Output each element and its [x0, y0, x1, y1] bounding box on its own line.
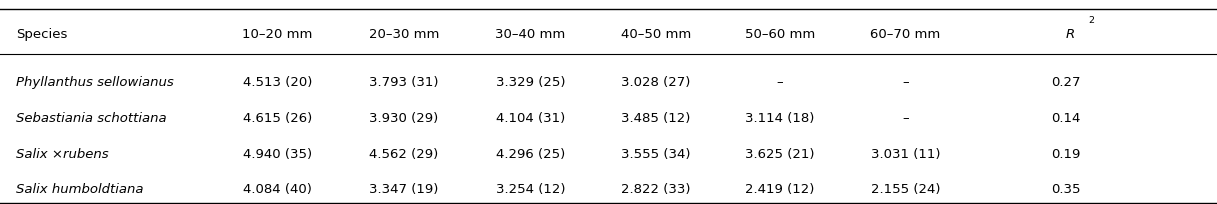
Text: 30–40 mm: 30–40 mm	[495, 28, 566, 41]
Text: 3.114 (18): 3.114 (18)	[745, 112, 815, 125]
Text: –: –	[776, 76, 784, 89]
Text: 2.822 (33): 2.822 (33)	[621, 183, 691, 196]
Text: –: –	[902, 76, 909, 89]
Text: –: –	[902, 112, 909, 125]
Text: 4.513 (20): 4.513 (20)	[242, 76, 313, 89]
Text: 3.625 (21): 3.625 (21)	[745, 147, 815, 161]
Text: 0.35: 0.35	[1051, 183, 1081, 196]
Text: Salix ×rubens: Salix ×rubens	[16, 147, 108, 161]
Text: 4.615 (26): 4.615 (26)	[243, 112, 312, 125]
Text: 20–30 mm: 20–30 mm	[369, 28, 439, 41]
Text: 60–70 mm: 60–70 mm	[870, 28, 941, 41]
Text: 40–50 mm: 40–50 mm	[621, 28, 691, 41]
Text: R: R	[1066, 28, 1076, 41]
Text: 3.031 (11): 3.031 (11)	[870, 147, 941, 161]
Text: Salix humboldtiana: Salix humboldtiana	[16, 183, 144, 196]
Text: 0.27: 0.27	[1051, 76, 1081, 89]
Text: Sebastiania schottiana: Sebastiania schottiana	[16, 112, 167, 125]
Text: 2: 2	[1088, 16, 1094, 25]
Text: 3.485 (12): 3.485 (12)	[621, 112, 691, 125]
Text: Species: Species	[16, 28, 67, 41]
Text: 3.329 (25): 3.329 (25)	[495, 76, 566, 89]
Text: 4.084 (40): 4.084 (40)	[243, 183, 312, 196]
Text: 4.104 (31): 4.104 (31)	[497, 112, 565, 125]
Text: 3.028 (27): 3.028 (27)	[621, 76, 691, 89]
Text: 4.940 (35): 4.940 (35)	[243, 147, 312, 161]
Text: 0.19: 0.19	[1051, 147, 1081, 161]
Text: 2.419 (12): 2.419 (12)	[745, 183, 815, 196]
Text: 3.347 (19): 3.347 (19)	[369, 183, 439, 196]
Text: 4.562 (29): 4.562 (29)	[370, 147, 438, 161]
Text: Phyllanthus sellowianus: Phyllanthus sellowianus	[16, 76, 174, 89]
Text: 4.296 (25): 4.296 (25)	[497, 147, 565, 161]
Text: 3.555 (34): 3.555 (34)	[621, 147, 691, 161]
Text: 50–60 mm: 50–60 mm	[745, 28, 815, 41]
Text: 2.155 (24): 2.155 (24)	[870, 183, 941, 196]
Text: 10–20 mm: 10–20 mm	[242, 28, 313, 41]
Text: 3.254 (12): 3.254 (12)	[495, 183, 566, 196]
Text: 3.930 (29): 3.930 (29)	[370, 112, 438, 125]
Text: 0.14: 0.14	[1051, 112, 1081, 125]
Text: 3.793 (31): 3.793 (31)	[369, 76, 439, 89]
